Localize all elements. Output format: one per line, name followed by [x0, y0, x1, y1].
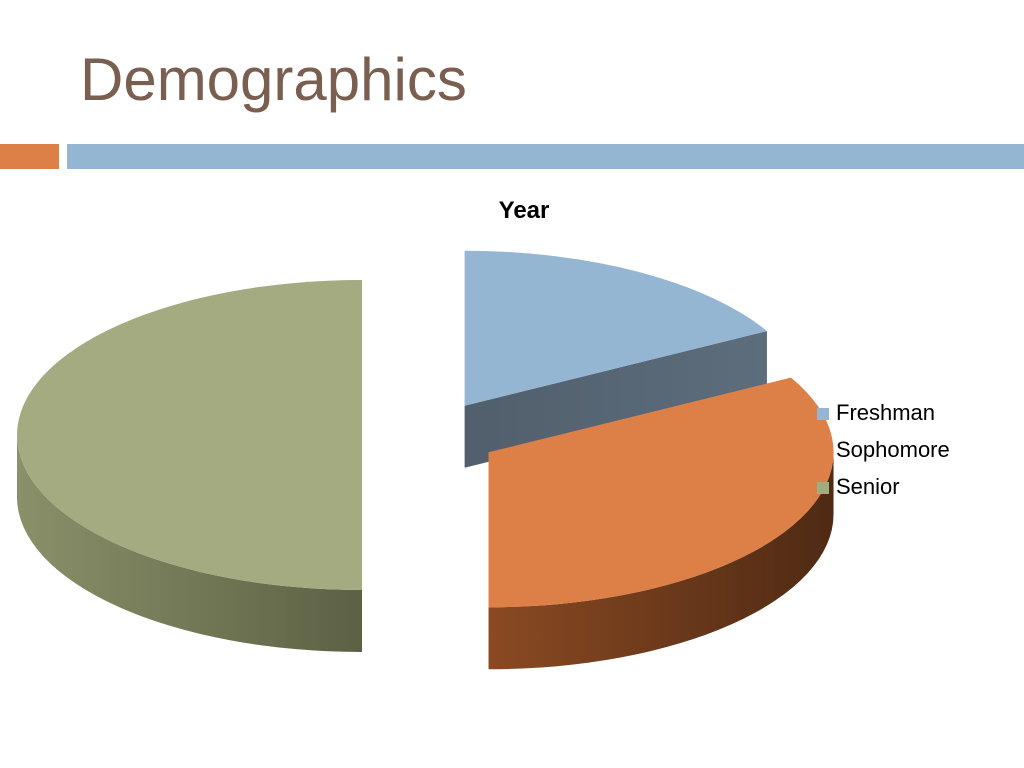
legend-label-senior: Senior [836, 474, 900, 499]
title-divider-bar [67, 144, 1024, 169]
title-accent-bar [0, 144, 59, 169]
chart-title: Year [499, 197, 550, 224]
pie-slice-freshman-top [464, 250, 767, 406]
legend-swatch-senior [817, 482, 829, 494]
pie-slice-sophomore [488, 377, 834, 670]
slide-title: Demographics [80, 46, 467, 113]
pie-slice-sophomore-outer-wall [488, 452, 834, 670]
legend-label-sophomore: Sophomore [836, 437, 950, 462]
pie-slice-freshman-cut-wall [464, 331, 767, 468]
legend-swatch-freshman [817, 408, 829, 420]
pie-slice-sophomore-top [488, 377, 834, 608]
legend-swatch-sophomore [817, 445, 829, 457]
pie-slice-senior [17, 280, 362, 652]
legend-label-freshman: Freshman [836, 400, 935, 425]
pie-slice-senior-top [17, 280, 362, 590]
pie-slice-senior-outer-wall [17, 435, 362, 652]
pie-slice-freshman [464, 250, 767, 468]
